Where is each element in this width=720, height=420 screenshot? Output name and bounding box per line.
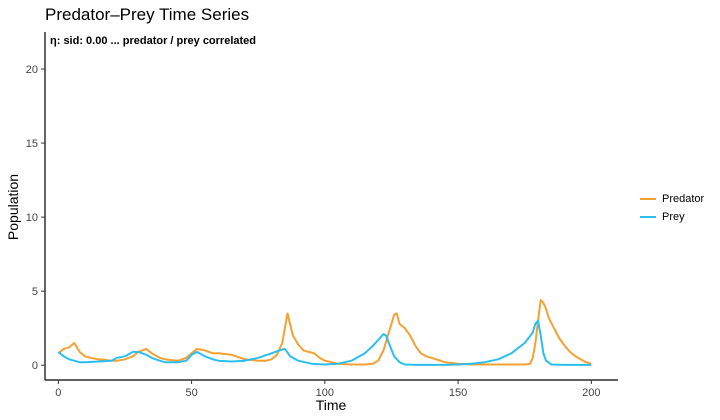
- legend-item-prey: Prey: [640, 208, 704, 226]
- annotation-text: η: sid: 0.00 ... predator / prey correla…: [50, 35, 256, 47]
- legend-label-prey: Prey: [662, 211, 685, 223]
- y-tick-label: 20: [26, 64, 38, 76]
- y-ticks: 0 5 10 15 20: [26, 64, 45, 372]
- y-tick-label: 5: [32, 286, 38, 298]
- y-tick-label: 0: [32, 360, 38, 372]
- chart-title: Predator–Prey Time Series: [45, 5, 250, 24]
- legend-item-predator: Predator: [640, 190, 704, 208]
- axes: [44, 32, 618, 381]
- x-tick-label: 0: [55, 387, 61, 399]
- series-line-predator: [57, 299, 592, 366]
- x-axis-label: Time: [316, 397, 347, 413]
- legend-swatch-prey: [640, 216, 656, 218]
- x-ticks: 0 50 100 150 200: [55, 380, 601, 399]
- series-line-prey: [57, 319, 592, 366]
- series-layer: [57, 299, 592, 366]
- legend: Predator Prey: [640, 190, 704, 226]
- x-tick-label: 200: [582, 387, 600, 399]
- legend-label-predator: Predator: [662, 193, 705, 205]
- x-tick-label: 100: [316, 387, 334, 399]
- x-tick-label: 50: [185, 387, 197, 399]
- y-tick-label: 15: [26, 138, 38, 150]
- x-tick-label: 150: [449, 387, 467, 399]
- y-axis-label: Population: [5, 174, 21, 240]
- legend-swatch-predator: [640, 198, 656, 200]
- y-tick-label: 10: [26, 212, 38, 224]
